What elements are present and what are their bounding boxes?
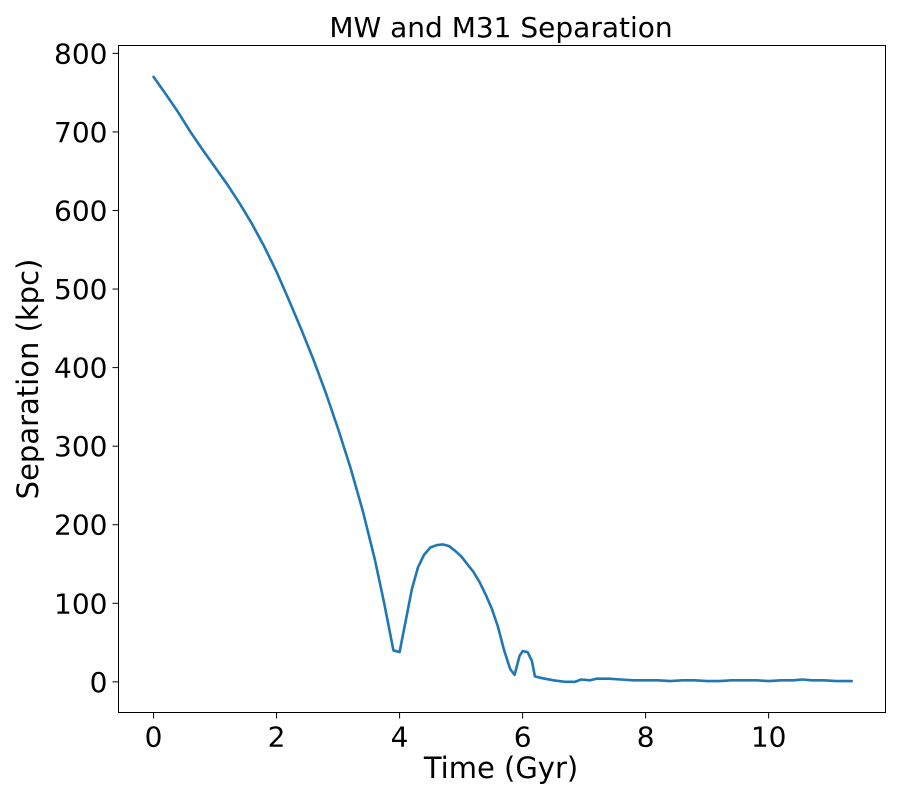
y-tick-label: 700: [54, 116, 107, 149]
chart-title: MW and M31 Separation: [329, 11, 672, 44]
y-tick-label: 0: [90, 666, 108, 699]
y-tick-label: 300: [54, 430, 107, 463]
x-axis-label: Time (Gyr): [423, 751, 578, 785]
plot-frame: [118, 45, 886, 713]
x-tick-label: 8: [637, 721, 655, 754]
y-tick-label: 200: [54, 509, 107, 542]
x-tick-label: 2: [268, 721, 286, 754]
y-tick-label: 400: [54, 352, 107, 385]
y-axis: 0 100 200 300 400 500 600 700 800: [54, 37, 119, 699]
x-tick-label: 6: [514, 721, 532, 754]
y-axis-label: Separation (kpc): [11, 259, 45, 500]
y-tick-label: 100: [54, 587, 107, 620]
y-tick-label: 800: [54, 37, 107, 70]
x-tick-label: 10: [751, 721, 787, 754]
y-tick-label: 500: [54, 273, 107, 306]
x-tick-label: 0: [145, 721, 163, 754]
y-tick-label: 600: [54, 194, 107, 227]
x-axis: 0 2 4 6 8 10: [145, 712, 787, 754]
x-tick-label: 4: [391, 721, 409, 754]
separation-line: [152, 75, 853, 684]
